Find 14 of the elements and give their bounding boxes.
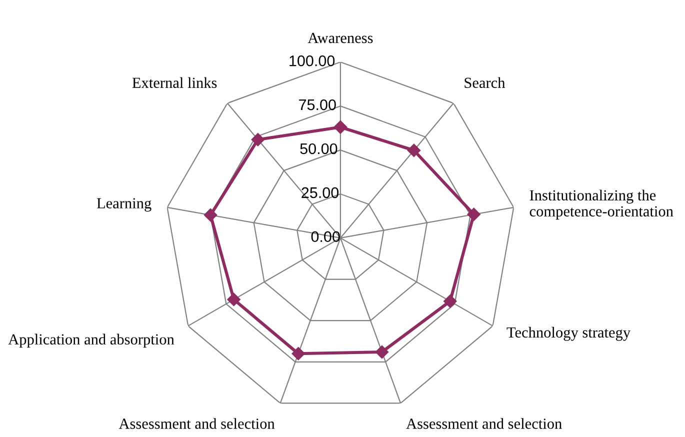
y-tick-label: 75.00: [299, 99, 336, 110]
spoke-label: Assessment and selection: [118, 418, 275, 429]
spoke-label: Technology strategy: [506, 326, 631, 341]
y-tick-label: 0.00: [311, 231, 340, 242]
spoke-label: Learning: [96, 198, 152, 212]
y-tick-label: 25.00: [302, 187, 339, 198]
spoke-label: Assessment and selection: [406, 418, 562, 429]
y-tick-label: 100.00: [290, 55, 335, 66]
spoke-label: Application and absorption: [8, 334, 174, 348]
spoke-label: Search: [464, 77, 506, 88]
spoke-label: Awareness: [308, 32, 373, 44]
spoke-label: Institutionalizing the competence-orientation: [530, 190, 674, 220]
spoke-label: External links: [132, 77, 217, 88]
y-tick-label: 50.00: [300, 143, 338, 154]
